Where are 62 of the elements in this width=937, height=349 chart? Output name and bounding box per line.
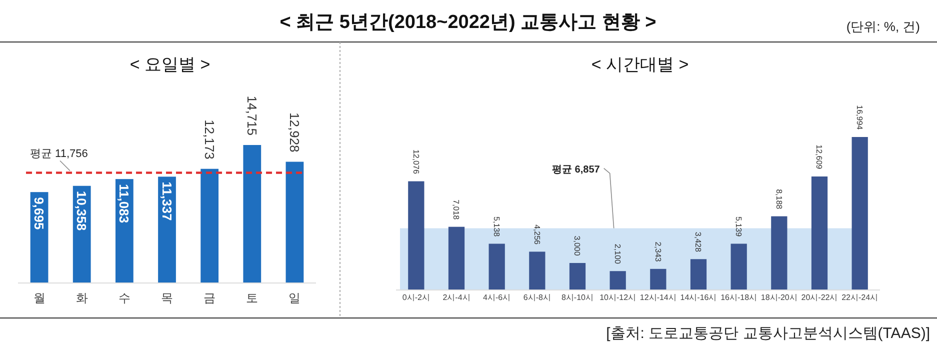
x-tick-label: 12시-14시 — [640, 293, 676, 302]
bar — [569, 262, 586, 290]
band-label: 평균 6,857 — [552, 164, 600, 176]
x-tick-label: 수 — [118, 291, 130, 305]
x-tick-label: 화 — [76, 291, 88, 305]
bar — [286, 162, 304, 283]
ref-line-label: 평균 11,756 — [30, 148, 88, 160]
x-tick-label: 2시-4시 — [442, 293, 470, 302]
data-label: 10,358 — [74, 190, 90, 231]
x-tick-label: 토 — [246, 291, 258, 305]
data-label: 3,000 — [572, 236, 582, 256]
x-tick-label: 14시-16시 — [680, 293, 717, 302]
x-tick-label: 22시-24시 — [842, 293, 878, 302]
data-label: 7,018 — [452, 200, 461, 220]
x-tick-label: 일 — [288, 291, 301, 305]
x-tick-label: 4시-6시 — [483, 293, 511, 302]
bar — [200, 168, 219, 283]
text: (단위: %, 건) — [846, 19, 920, 34]
data-label: 5,139 — [734, 216, 743, 238]
bar — [811, 176, 828, 290]
x-tick-label: 18시-20시 — [760, 293, 798, 302]
data-label: 2,100 — [612, 244, 622, 264]
data-label: 5,138 — [492, 216, 501, 238]
bar — [852, 137, 868, 290]
bar — [730, 244, 747, 290]
x-tick-label: 월 — [33, 291, 46, 305]
chart-title: < 시간대별 > — [591, 55, 689, 74]
bar — [448, 226, 465, 290]
x-tick-label: 8시-10시 — [561, 293, 594, 302]
x-tick-label: 금 — [204, 291, 216, 305]
x-tick-label: 10시-12시 — [600, 293, 636, 302]
text: < 최근 5년간(2018~2022년) 교통사고 현황 > — [280, 12, 656, 33]
bar — [488, 244, 505, 290]
bar — [650, 268, 666, 290]
x-tick-label: 0시-2시 — [402, 293, 430, 302]
x-tick-label: 6시-8시 — [523, 293, 551, 302]
data-label: 9,695 — [32, 197, 47, 230]
bar — [690, 259, 707, 290]
data-label: 12,076 — [411, 149, 420, 174]
x-tick-label: 목 — [161, 291, 173, 305]
data-label: 3,428 — [694, 232, 703, 253]
text: [출처: 도로교통공단 교통사고분석시스템(TAAS)] — [606, 325, 930, 342]
data-label: 11,083 — [116, 184, 132, 224]
data-label: 4,256 — [532, 224, 542, 246]
bar — [243, 145, 262, 283]
bar — [158, 176, 176, 283]
data-label: 12,609 — [814, 144, 824, 170]
data-label: 12,928 — [287, 112, 302, 152]
bar — [408, 181, 424, 290]
x-tick-label: 16시-18시 — [720, 293, 758, 302]
data-label: 16,994 — [854, 105, 864, 130]
bar — [610, 271, 626, 290]
chart-title: < 요일별 > — [130, 55, 210, 74]
bar — [771, 216, 788, 290]
data-label: 11,337 — [159, 182, 174, 221]
bar — [529, 252, 546, 290]
bar — [115, 179, 134, 283]
data-label: 14,715 — [244, 96, 260, 136]
data-label: 8,188 — [774, 189, 784, 210]
data-label: 2,343 — [653, 242, 662, 262]
x-tick-label: 20시-22시 — [801, 293, 838, 302]
data-label: 12,173 — [202, 120, 217, 160]
